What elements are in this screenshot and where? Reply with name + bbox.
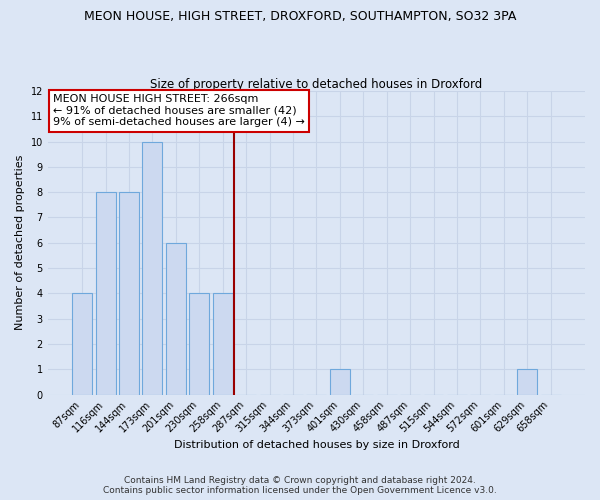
Bar [166, 243, 186, 394]
Title: Size of property relative to detached houses in Droxford: Size of property relative to detached ho… [150, 78, 482, 91]
Text: Contains HM Land Registry data © Crown copyright and database right 2024.
Contai: Contains HM Land Registry data © Crown c… [103, 476, 497, 495]
Y-axis label: Number of detached properties: Number of detached properties [15, 155, 25, 330]
Bar [517, 370, 537, 394]
Bar [142, 142, 163, 394]
Bar [190, 294, 209, 394]
Bar [95, 192, 116, 394]
Bar [119, 192, 139, 394]
Text: MEON HOUSE, HIGH STREET, DROXFORD, SOUTHAMPTON, SO32 3PA: MEON HOUSE, HIGH STREET, DROXFORD, SOUTH… [84, 10, 516, 23]
X-axis label: Distribution of detached houses by size in Droxford: Distribution of detached houses by size … [173, 440, 459, 450]
Bar [72, 294, 92, 394]
Text: MEON HOUSE HIGH STREET: 266sqm
← 91% of detached houses are smaller (42)
9% of s: MEON HOUSE HIGH STREET: 266sqm ← 91% of … [53, 94, 305, 127]
Bar [330, 370, 350, 394]
Bar [213, 294, 233, 394]
